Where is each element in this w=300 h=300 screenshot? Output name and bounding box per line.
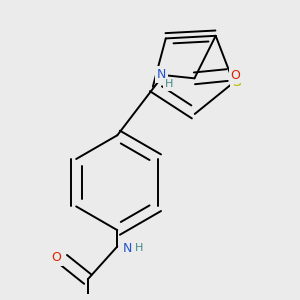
Text: H: H: [135, 243, 144, 253]
Text: O: O: [51, 251, 61, 265]
Text: O: O: [230, 69, 240, 82]
Text: S: S: [232, 76, 241, 89]
Text: N: N: [123, 242, 132, 255]
Text: N: N: [157, 68, 166, 81]
Text: H: H: [165, 79, 173, 89]
